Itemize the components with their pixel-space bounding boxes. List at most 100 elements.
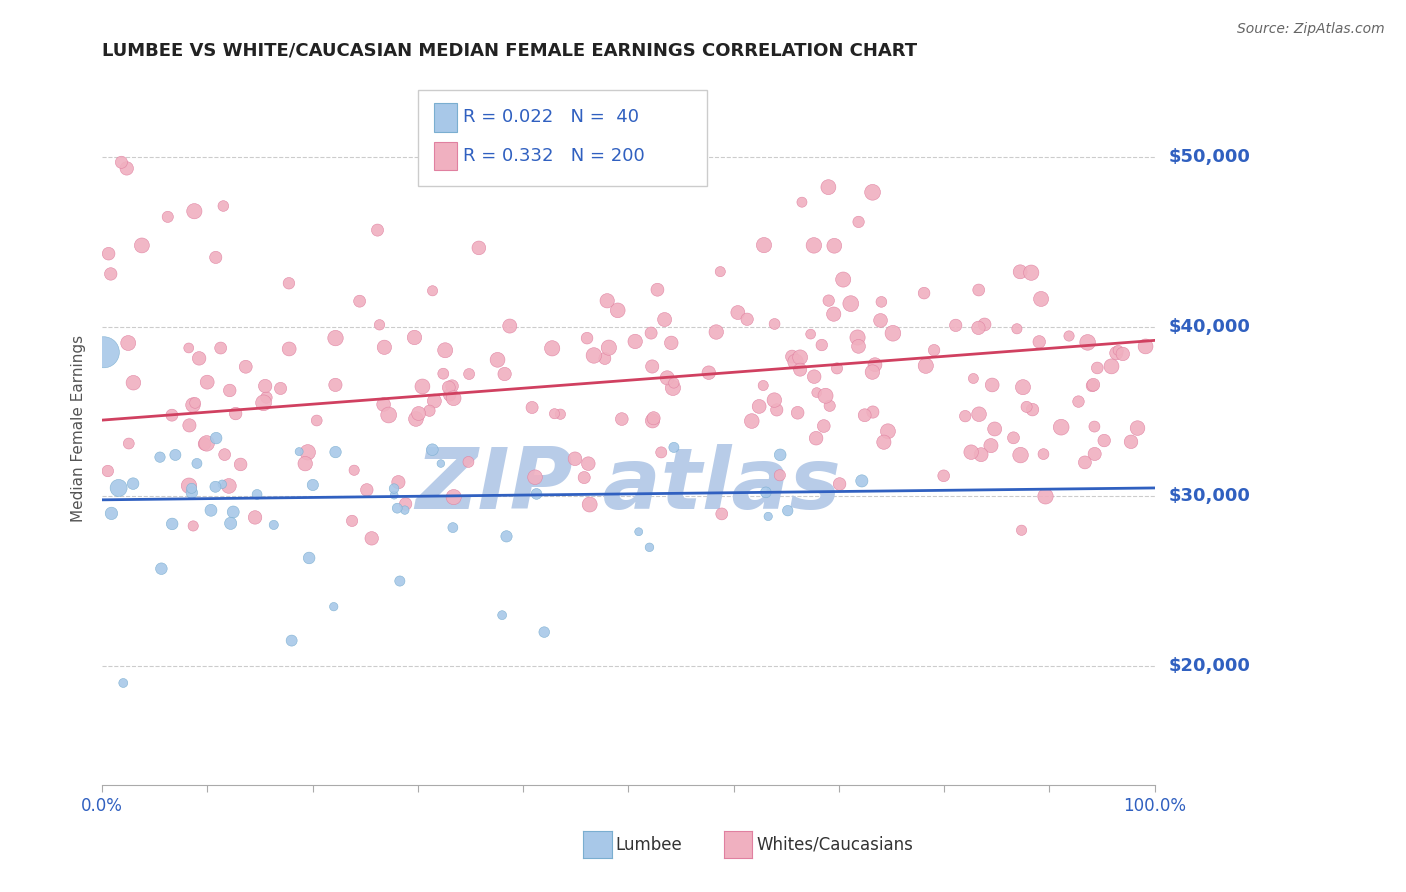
Point bbox=[1015, 400, 1038, 414]
Point bbox=[367, 223, 389, 237]
Point bbox=[107, 481, 129, 495]
Point bbox=[769, 468, 792, 483]
Point bbox=[278, 342, 301, 356]
Point bbox=[818, 399, 841, 413]
Point bbox=[177, 479, 200, 493]
Point bbox=[186, 457, 208, 471]
Point bbox=[647, 283, 669, 297]
Text: $40,000: $40,000 bbox=[1168, 318, 1250, 335]
Point bbox=[870, 294, 893, 309]
Point bbox=[373, 397, 395, 411]
Point bbox=[377, 408, 399, 422]
Point bbox=[1085, 361, 1108, 376]
Point bbox=[800, 327, 823, 342]
Point bbox=[394, 497, 416, 511]
Point bbox=[752, 378, 775, 392]
Point bbox=[288, 444, 311, 458]
Point bbox=[193, 437, 215, 451]
Point bbox=[373, 340, 395, 354]
Point bbox=[149, 450, 172, 465]
Point bbox=[118, 436, 141, 450]
Point bbox=[839, 296, 862, 310]
Point bbox=[981, 378, 1004, 392]
Point bbox=[596, 293, 619, 308]
Point bbox=[218, 479, 240, 493]
Point bbox=[763, 317, 786, 331]
Point bbox=[1019, 266, 1042, 280]
Point bbox=[755, 485, 778, 500]
Point bbox=[650, 445, 672, 459]
Point bbox=[468, 241, 491, 255]
Point bbox=[643, 411, 665, 425]
Point bbox=[214, 448, 236, 462]
Point bbox=[657, 371, 679, 385]
Point bbox=[860, 365, 883, 379]
Point bbox=[150, 562, 173, 576]
Point bbox=[967, 321, 990, 335]
Point bbox=[222, 505, 245, 519]
Point bbox=[204, 480, 226, 494]
Point bbox=[769, 448, 792, 462]
Point bbox=[803, 369, 825, 384]
Point bbox=[387, 475, 409, 490]
Point bbox=[1011, 523, 1033, 537]
Point bbox=[93, 345, 115, 359]
Point bbox=[813, 419, 835, 434]
Point bbox=[1083, 377, 1105, 392]
Point bbox=[418, 403, 440, 417]
Point bbox=[432, 367, 454, 381]
Text: Whites/Caucasians: Whites/Caucasians bbox=[756, 836, 914, 854]
Point bbox=[325, 377, 347, 392]
Point bbox=[932, 468, 955, 483]
Point bbox=[305, 413, 328, 427]
Point bbox=[112, 676, 135, 690]
Point bbox=[610, 412, 633, 426]
Point bbox=[404, 330, 426, 344]
Point bbox=[322, 599, 344, 614]
Point bbox=[1028, 334, 1050, 349]
Point bbox=[458, 367, 481, 381]
Point bbox=[804, 431, 827, 445]
Point bbox=[439, 388, 461, 402]
Point bbox=[382, 482, 405, 496]
Point bbox=[200, 503, 222, 517]
Point bbox=[349, 294, 371, 309]
Point bbox=[697, 366, 720, 380]
Point bbox=[100, 507, 122, 521]
Bar bbox=[433, 142, 457, 170]
Point bbox=[100, 267, 122, 281]
Point bbox=[832, 272, 855, 286]
Point bbox=[1105, 346, 1128, 360]
Point bbox=[1010, 448, 1032, 462]
Point bbox=[582, 349, 605, 363]
Point bbox=[578, 498, 600, 512]
Text: $30,000: $30,000 bbox=[1168, 487, 1250, 506]
Point bbox=[212, 199, 235, 213]
Point bbox=[437, 380, 460, 394]
Point bbox=[641, 359, 664, 374]
Point bbox=[110, 155, 132, 169]
Point bbox=[443, 490, 465, 504]
Point bbox=[848, 215, 870, 229]
Point bbox=[1119, 434, 1142, 449]
Point bbox=[1021, 402, 1043, 417]
Point bbox=[195, 375, 218, 389]
Point bbox=[543, 407, 565, 421]
Point bbox=[806, 385, 828, 400]
Point bbox=[1012, 380, 1035, 394]
Point bbox=[576, 457, 599, 471]
Point bbox=[246, 487, 269, 501]
Point bbox=[641, 414, 664, 428]
Point bbox=[846, 330, 869, 344]
Point bbox=[360, 532, 382, 546]
Point bbox=[654, 312, 676, 326]
Point bbox=[576, 331, 599, 345]
Point bbox=[254, 379, 277, 393]
Point bbox=[704, 325, 727, 339]
Point bbox=[122, 476, 145, 491]
Point bbox=[1084, 447, 1107, 461]
Point bbox=[967, 407, 990, 421]
Point bbox=[1010, 265, 1032, 279]
Point bbox=[180, 485, 202, 500]
Point bbox=[183, 204, 205, 219]
